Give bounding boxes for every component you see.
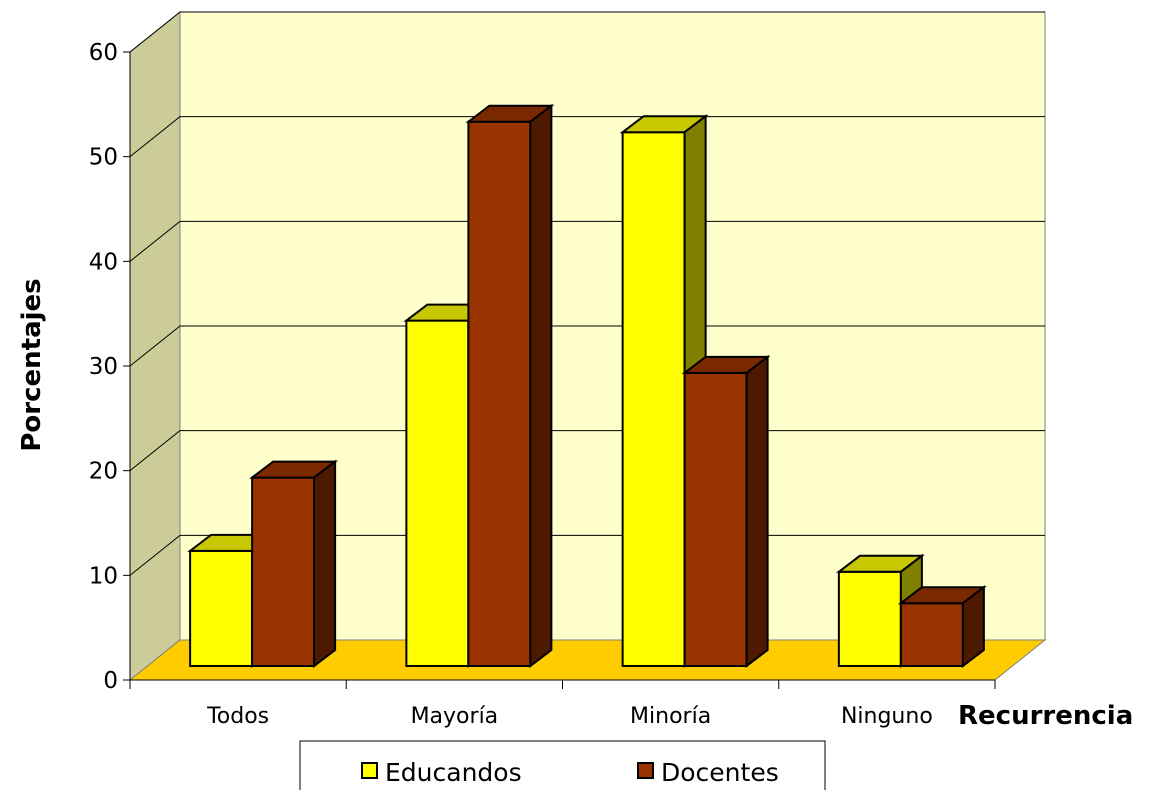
gridlines <box>129 11 1045 576</box>
bar-side <box>745 354 769 669</box>
gridline <box>129 116 1045 158</box>
legend-swatch <box>361 762 378 779</box>
bar <box>467 120 532 667</box>
y-axis-title: Porcentajes <box>17 278 47 451</box>
bar-side <box>313 459 337 669</box>
y-tick-label: 0 <box>103 668 118 694</box>
x-tick-label: Minoría <box>630 704 711 729</box>
bars-group <box>187 103 987 669</box>
axes-group: 0 10 20 30 40 50 60 Todos Mayoría Minoría Ninguno <box>89 40 996 729</box>
bar <box>683 371 748 667</box>
bar-side <box>529 103 553 669</box>
y-tick-label: 30 <box>89 354 118 380</box>
y-tick-label: 10 <box>89 563 118 589</box>
bar <box>837 570 902 667</box>
bar-side <box>961 585 985 669</box>
bar <box>251 476 316 667</box>
y-tick-label: 60 <box>89 40 118 66</box>
y-tick-label: 40 <box>89 249 118 275</box>
x-tick-label: Todos <box>206 704 269 729</box>
bar <box>405 319 470 667</box>
legend: Educandos Docentes <box>299 740 826 794</box>
legend-label: Docentes <box>661 758 779 787</box>
x-axis-title: Recurrencia <box>958 701 1133 731</box>
y-tick-label: 50 <box>89 145 118 171</box>
x-tick-label: Ninguno <box>841 704 933 729</box>
legend-swatch <box>637 762 654 779</box>
gridline <box>129 220 1045 262</box>
x-tick-label: Mayoría <box>411 704 499 729</box>
legend-box <box>299 740 826 794</box>
gridline <box>129 11 1045 53</box>
bar <box>189 549 254 667</box>
y-tick-label: 20 <box>89 459 118 485</box>
legend-label: Educandos <box>385 758 522 787</box>
bar <box>899 602 964 668</box>
gridline <box>129 325 1045 367</box>
bar <box>621 131 686 667</box>
